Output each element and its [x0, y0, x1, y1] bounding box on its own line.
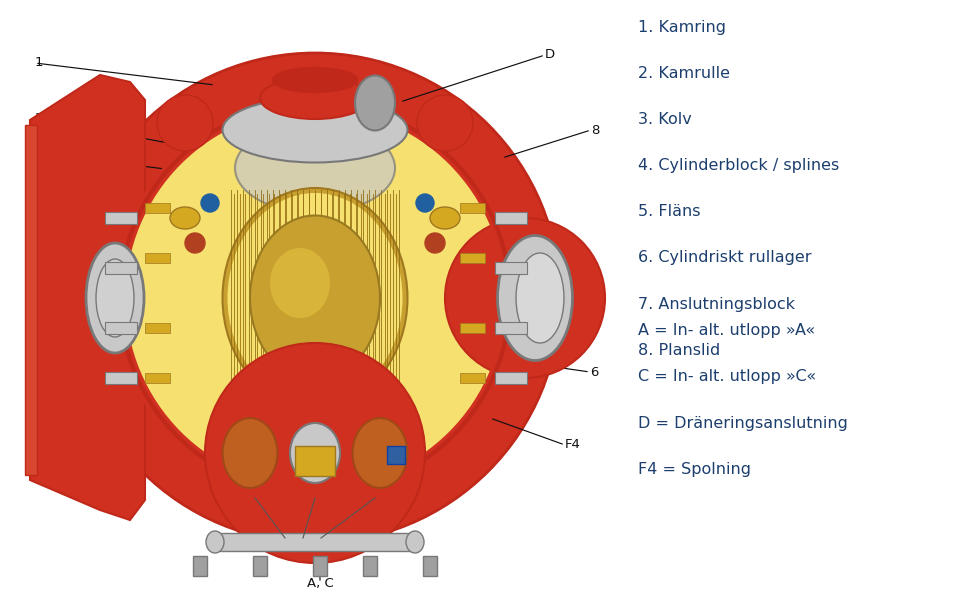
Circle shape: [157, 95, 213, 151]
Ellipse shape: [227, 193, 402, 403]
Ellipse shape: [352, 418, 408, 488]
Ellipse shape: [96, 259, 134, 337]
Text: A = In- alt. utlopp »A«: A = In- alt. utlopp »A«: [638, 324, 816, 338]
Bar: [460, 253, 485, 263]
Ellipse shape: [260, 77, 370, 119]
Bar: [387, 446, 405, 464]
Circle shape: [205, 343, 425, 563]
Text: 3. Kolv: 3. Kolv: [638, 112, 691, 127]
Ellipse shape: [430, 207, 460, 229]
Text: 3: 3: [35, 146, 44, 160]
Text: 4: 4: [35, 302, 43, 314]
Circle shape: [201, 194, 219, 212]
Bar: [460, 323, 485, 333]
Ellipse shape: [227, 213, 402, 423]
Bar: [460, 203, 485, 213]
Bar: [105, 322, 137, 334]
Text: 8: 8: [591, 123, 600, 137]
Circle shape: [416, 194, 434, 212]
Text: 7. Anslutningsblock: 7. Anslutningsblock: [638, 297, 795, 311]
Circle shape: [445, 218, 605, 378]
Bar: [145, 323, 170, 333]
Ellipse shape: [270, 248, 330, 318]
Ellipse shape: [355, 75, 395, 131]
Text: 2: 2: [35, 112, 44, 124]
Bar: [193, 556, 207, 576]
Text: 4. Cylinderblock / splines: 4. Cylinderblock / splines: [638, 158, 839, 173]
Circle shape: [425, 233, 445, 253]
Text: A, C: A, C: [307, 577, 333, 589]
Ellipse shape: [223, 418, 278, 488]
Ellipse shape: [250, 215, 380, 381]
Text: 8. Planslid: 8. Planslid: [638, 343, 720, 358]
Ellipse shape: [206, 531, 224, 553]
Ellipse shape: [86, 243, 144, 353]
Text: 1. Kamring: 1. Kamring: [638, 20, 726, 35]
Bar: [423, 556, 437, 576]
Text: F4 = Spolning: F4 = Spolning: [638, 462, 751, 476]
Ellipse shape: [223, 188, 408, 408]
Ellipse shape: [406, 531, 424, 553]
Bar: [105, 372, 137, 384]
Bar: [495, 372, 527, 384]
Text: 5: 5: [35, 416, 44, 430]
Text: 6: 6: [590, 365, 599, 379]
Polygon shape: [30, 75, 145, 520]
Ellipse shape: [498, 236, 572, 361]
Text: 1: 1: [35, 56, 44, 69]
Ellipse shape: [170, 207, 200, 229]
Bar: [145, 373, 170, 383]
Circle shape: [185, 233, 205, 253]
Text: D: D: [545, 49, 555, 61]
Bar: [215, 533, 415, 551]
Circle shape: [417, 95, 473, 151]
Bar: [295, 446, 335, 476]
Bar: [25, 125, 37, 475]
Text: 6. Cylindriskt rullager: 6. Cylindriskt rullager: [638, 251, 812, 265]
Bar: [363, 556, 377, 576]
Ellipse shape: [250, 218, 380, 378]
Text: 2. Kamrulle: 2. Kamrulle: [638, 66, 730, 81]
Bar: [105, 262, 137, 274]
Text: 7: 7: [321, 549, 329, 561]
Bar: [253, 556, 267, 576]
Bar: [460, 373, 485, 383]
Text: D = Dräneringsanslutning: D = Dräneringsanslutning: [638, 416, 848, 430]
Bar: [495, 322, 527, 334]
Text: C = In- alt. utlopp »C«: C = In- alt. utlopp »C«: [638, 370, 817, 384]
Bar: [313, 556, 327, 576]
Ellipse shape: [516, 253, 564, 343]
Text: 5. Fläns: 5. Fläns: [638, 205, 700, 219]
Circle shape: [70, 53, 560, 543]
Bar: [495, 212, 527, 224]
Bar: [145, 253, 170, 263]
Bar: [495, 262, 527, 274]
Ellipse shape: [290, 423, 340, 483]
Bar: [145, 203, 170, 213]
Circle shape: [120, 103, 510, 493]
Ellipse shape: [272, 67, 357, 92]
Ellipse shape: [223, 98, 408, 163]
Text: F4: F4: [565, 438, 581, 452]
Ellipse shape: [235, 123, 395, 213]
Bar: [105, 212, 137, 224]
